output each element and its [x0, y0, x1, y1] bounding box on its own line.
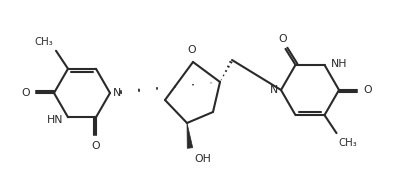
- Text: NH: NH: [330, 59, 347, 69]
- Polygon shape: [187, 123, 193, 148]
- Text: O: O: [22, 88, 30, 98]
- Text: N: N: [113, 88, 121, 98]
- Text: O: O: [278, 34, 287, 44]
- Text: CH₃: CH₃: [34, 37, 53, 47]
- Text: O: O: [363, 85, 371, 95]
- Text: O: O: [188, 45, 196, 55]
- Text: OH: OH: [194, 154, 211, 164]
- Text: N: N: [270, 85, 278, 95]
- Text: HN: HN: [46, 115, 63, 125]
- Text: CH₃: CH₃: [339, 138, 357, 148]
- Text: O: O: [92, 141, 100, 151]
